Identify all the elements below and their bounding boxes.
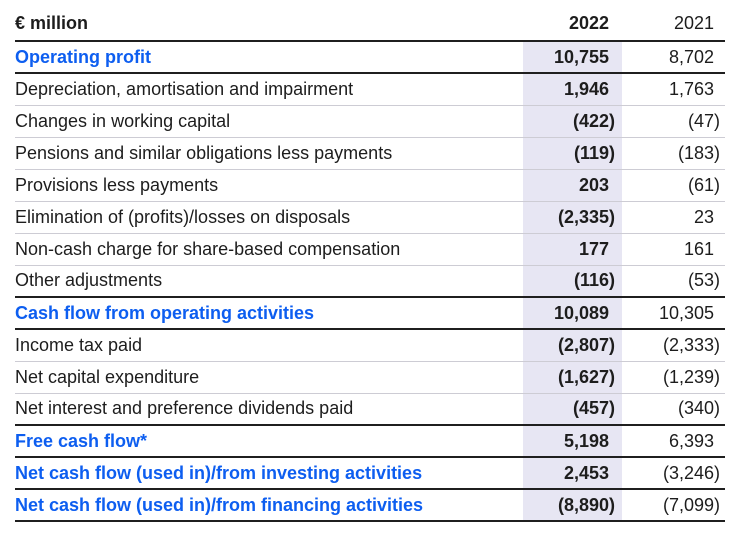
value-2022: (8,890) (523, 488, 622, 522)
unit-header: € million (15, 0, 523, 42)
row-label: Net cash flow (used in)/from financing a… (15, 488, 523, 522)
column-header-2022: 2022 (523, 0, 622, 42)
row-label: Depreciation, amortisation and impairmen… (15, 73, 523, 106)
table-row: Net capital expenditure (1,627) (1,239) (15, 361, 725, 394)
value-2021: 8,702 (622, 40, 725, 74)
row-label: Net capital expenditure (15, 361, 523, 394)
value-2021: (3,246) (622, 456, 725, 490)
table-row: Net interest and preference dividends pa… (15, 393, 725, 426)
table-row: Non-cash charge for share-based compensa… (15, 233, 725, 266)
value-2021: 1,763 (622, 73, 725, 106)
row-label: Cash flow from operating activities (15, 296, 523, 330)
table-row: Cash flow from operating activities 10,0… (15, 296, 725, 330)
table-row: Provisions less payments 203 (61) (15, 169, 725, 202)
table-row: Pensions and similar obligations less pa… (15, 137, 725, 170)
row-label: Operating profit (15, 40, 523, 74)
table-row: Operating profit 10,755 8,702 (15, 40, 725, 74)
row-label: Pensions and similar obligations less pa… (15, 137, 523, 170)
table-row: Other adjustments (116) (53) (15, 265, 725, 298)
table-row: Income tax paid (2,807) (2,333) (15, 329, 725, 362)
value-2021: (183) (622, 137, 725, 170)
value-2022: (457) (523, 393, 622, 426)
table-header-row: € million 2022 2021 (15, 0, 725, 42)
row-label: Free cash flow* (15, 424, 523, 458)
row-label: Changes in working capital (15, 105, 523, 138)
value-2022: (1,627) (523, 361, 622, 394)
row-label: Income tax paid (15, 329, 523, 362)
column-header-2021: 2021 (622, 0, 725, 42)
table-row: Free cash flow* 5,198 6,393 (15, 424, 725, 458)
value-2021: 161 (622, 233, 725, 266)
value-2021: 10,305 (622, 296, 725, 330)
row-label: Other adjustments (15, 265, 523, 298)
row-label: Net interest and preference dividends pa… (15, 393, 523, 426)
value-2021: (7,099) (622, 488, 725, 522)
value-2021: (340) (622, 393, 725, 426)
row-label: Net cash flow (used in)/from investing a… (15, 456, 523, 490)
value-2022: (2,335) (523, 201, 622, 234)
value-2022: 5,198 (523, 424, 622, 458)
value-2021: (2,333) (622, 329, 725, 362)
value-2022: 203 (523, 169, 622, 202)
table-row: Net cash flow (used in)/from investing a… (15, 456, 725, 490)
cash-flow-table: € million 2022 2021 Operating profit 10,… (15, 0, 725, 522)
value-2021: 6,393 (622, 424, 725, 458)
value-2022: (119) (523, 137, 622, 170)
value-2021: (47) (622, 105, 725, 138)
value-2022: 1,946 (523, 73, 622, 106)
value-2022: (422) (523, 105, 622, 138)
value-2021: (53) (622, 265, 725, 298)
table-row: Changes in working capital (422) (47) (15, 105, 725, 138)
row-label: Elimination of (profits)/losses on dispo… (15, 201, 523, 234)
row-label: Non-cash charge for share-based compensa… (15, 233, 523, 266)
table-row: Elimination of (profits)/losses on dispo… (15, 201, 725, 234)
value-2021: (1,239) (622, 361, 725, 394)
value-2021: 23 (622, 201, 725, 234)
value-2022: 10,089 (523, 296, 622, 330)
value-2022: (116) (523, 265, 622, 298)
table-row: Depreciation, amortisation and impairmen… (15, 73, 725, 106)
value-2022: (2,807) (523, 329, 622, 362)
table-body: Operating profit 10,755 8,702 Depreciati… (15, 40, 725, 522)
value-2022: 2,453 (523, 456, 622, 490)
value-2022: 10,755 (523, 40, 622, 74)
value-2022: 177 (523, 233, 622, 266)
row-label: Provisions less payments (15, 169, 523, 202)
value-2021: (61) (622, 169, 725, 202)
table-row: Net cash flow (used in)/from financing a… (15, 488, 725, 522)
